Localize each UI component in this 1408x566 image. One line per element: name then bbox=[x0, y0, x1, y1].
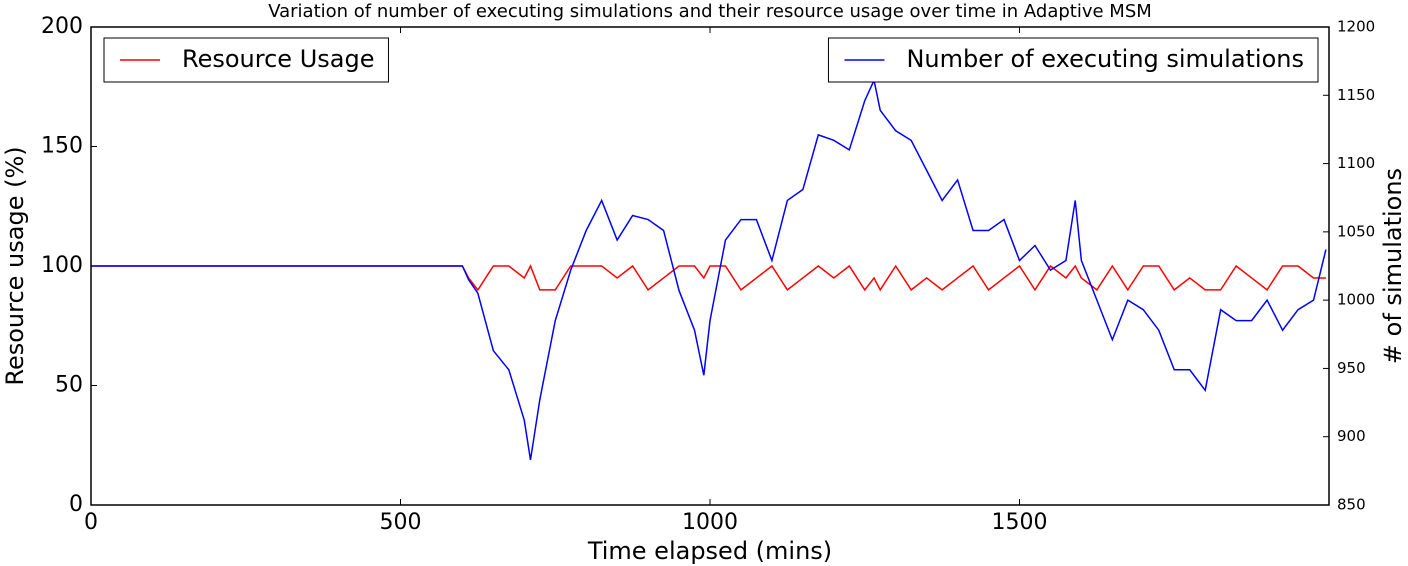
y2-tick-label: 950 bbox=[1337, 359, 1366, 377]
x-tick-label: 0 bbox=[84, 510, 98, 535]
y2-tick-label: 850 bbox=[1337, 496, 1366, 514]
y-axis-label: Resource usage (%) bbox=[1, 146, 29, 385]
y2-axis-label: # of simulations bbox=[1379, 168, 1407, 364]
y-tick-label: 0 bbox=[69, 492, 83, 517]
x-axis-label: Time elapsed (mins) bbox=[587, 537, 832, 565]
y2-tick-label: 900 bbox=[1337, 427, 1366, 445]
y2-tick-label: 1100 bbox=[1337, 154, 1375, 172]
y-tick-label: 100 bbox=[41, 253, 83, 278]
y-tick-label: 150 bbox=[41, 134, 83, 159]
y-tick-label: 200 bbox=[41, 14, 83, 39]
x-tick-label: 500 bbox=[380, 510, 422, 535]
chart-title: Variation of number of executing simulat… bbox=[268, 1, 1152, 22]
legend-label: Number of executing simulations bbox=[906, 45, 1304, 73]
y2-tick-label: 1000 bbox=[1337, 291, 1375, 309]
y2-tick-label: 1150 bbox=[1337, 86, 1375, 104]
legend-box bbox=[827, 37, 1319, 83]
y-tick-label: 50 bbox=[55, 373, 83, 398]
x-tick-label: 1500 bbox=[992, 510, 1048, 535]
y2-tick-label: 1050 bbox=[1337, 222, 1375, 240]
y2-tick-label: 1200 bbox=[1337, 18, 1375, 36]
plot-frame bbox=[90, 26, 1330, 506]
x-tick-label: 1000 bbox=[682, 510, 738, 535]
legend-label: Resource Usage bbox=[182, 45, 374, 73]
data-line bbox=[91, 264, 1326, 292]
